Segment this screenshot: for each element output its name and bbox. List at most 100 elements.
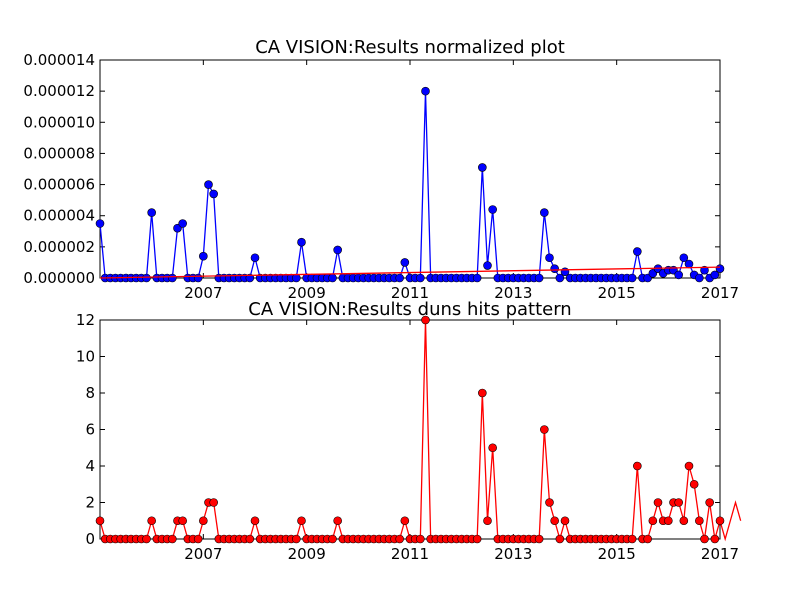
data-point — [204, 180, 213, 189]
y-tick-label: 0.000010 — [23, 113, 95, 131]
y-tick-label: 0.000004 — [23, 207, 95, 225]
data-point — [178, 516, 187, 526]
data-point — [679, 516, 689, 526]
data-point — [555, 273, 565, 283]
data-point — [333, 245, 342, 255]
y-axis: 0.000000 0.000002 0.000004 0.000006 0.000008… — [23, 51, 720, 287]
data-point — [193, 273, 203, 283]
data-point — [400, 516, 410, 526]
y-tick-label: 0.000000 — [23, 269, 95, 287]
y-tick-label: 0.000002 — [23, 238, 95, 256]
data-point — [689, 479, 699, 489]
data-point — [328, 534, 337, 544]
y-tick-label: 2 — [85, 494, 95, 512]
data-point — [483, 261, 492, 270]
data-point — [209, 189, 218, 199]
series-group — [95, 315, 742, 544]
data-point — [209, 498, 218, 507]
y-tick-label: 0.000008 — [23, 144, 95, 162]
data-point — [710, 270, 720, 280]
data-point — [333, 516, 342, 526]
data-point — [633, 247, 642, 256]
data-point — [95, 219, 105, 228]
data-point — [328, 273, 337, 283]
plot-frame — [99, 319, 721, 540]
y-tick-label: 12 — [76, 311, 95, 329]
chart-duns-hits-pattern: CA VISION:Results duns hits pattern 0 2 4 6… — [76, 299, 742, 563]
y-tick-label: 0.000014 — [23, 51, 95, 69]
data-point — [705, 498, 714, 507]
data-point — [95, 516, 105, 526]
data-point — [142, 273, 151, 283]
y-tick-label: 0.000006 — [23, 176, 95, 194]
data-point — [555, 534, 565, 544]
series-group — [95, 86, 725, 283]
data-point — [400, 258, 410, 267]
data-point — [483, 516, 492, 526]
data-point — [648, 516, 658, 526]
x-tick-label: 2013 — [494, 284, 532, 302]
data-point — [421, 315, 430, 325]
data-point — [627, 534, 637, 544]
data-point — [421, 86, 430, 96]
data-point — [297, 516, 306, 526]
data-point — [178, 219, 187, 228]
data-point — [292, 534, 301, 544]
x-axis: 2007 2009 2011 2013 2015 2017 — [184, 60, 739, 302]
data-point — [245, 534, 255, 544]
data-point — [679, 253, 689, 263]
chart-title: CA VISION:Results duns hits pattern — [248, 299, 571, 320]
data-point — [643, 534, 652, 544]
data-point — [147, 208, 156, 217]
data-point — [488, 443, 497, 453]
data-point — [700, 265, 709, 275]
y-tick-label: 10 — [76, 348, 95, 366]
data-point — [534, 534, 544, 544]
data-point — [168, 534, 177, 544]
x-tick-label: 2015 — [598, 284, 636, 302]
x-tick-label: 2011 — [391, 545, 429, 563]
data-point — [395, 273, 404, 283]
data-point — [250, 253, 260, 263]
data-point — [488, 205, 497, 214]
data-point — [664, 516, 673, 526]
chart-title: CA VISION:Results normalized plot — [255, 37, 565, 58]
data-point — [674, 270, 683, 280]
data-point — [695, 273, 704, 283]
x-tick-label: 2009 — [288, 545, 326, 563]
x-tick-label: 2013 — [494, 545, 532, 563]
chart-normalized-plot: CA VISION:Results normalized plot 0.0000… — [23, 37, 739, 302]
data-point — [550, 516, 559, 526]
data-point — [684, 259, 694, 269]
data-point — [700, 534, 709, 544]
data-point — [534, 273, 544, 283]
data-point — [674, 498, 683, 507]
data-point — [297, 237, 306, 247]
data-point — [416, 273, 425, 283]
data-point — [627, 273, 637, 283]
data-point — [715, 264, 725, 273]
data-point — [653, 498, 663, 507]
data-point — [199, 251, 208, 261]
data-point — [715, 516, 725, 526]
data-point — [472, 534, 482, 544]
data-point — [250, 516, 260, 526]
data-point — [199, 516, 208, 526]
data-point — [545, 253, 554, 263]
data-point — [168, 273, 177, 283]
data-point — [550, 264, 559, 273]
data-point — [560, 516, 570, 526]
data-point — [684, 461, 694, 471]
data-point — [193, 534, 203, 544]
data-point — [478, 163, 487, 172]
x-tick-label: 2011 — [391, 284, 429, 302]
y-tick-label: 8 — [85, 384, 95, 402]
x-axis: 2007 2009 2011 2013 2015 2017 — [184, 320, 739, 563]
series-line — [99, 266, 721, 279]
x-tick-label: 2015 — [598, 545, 636, 563]
x-tick-label: 2007 — [184, 284, 222, 302]
data-point — [478, 388, 487, 398]
y-tick-label: 0.000012 — [23, 82, 95, 100]
y-tick-label: 0 — [85, 530, 95, 548]
